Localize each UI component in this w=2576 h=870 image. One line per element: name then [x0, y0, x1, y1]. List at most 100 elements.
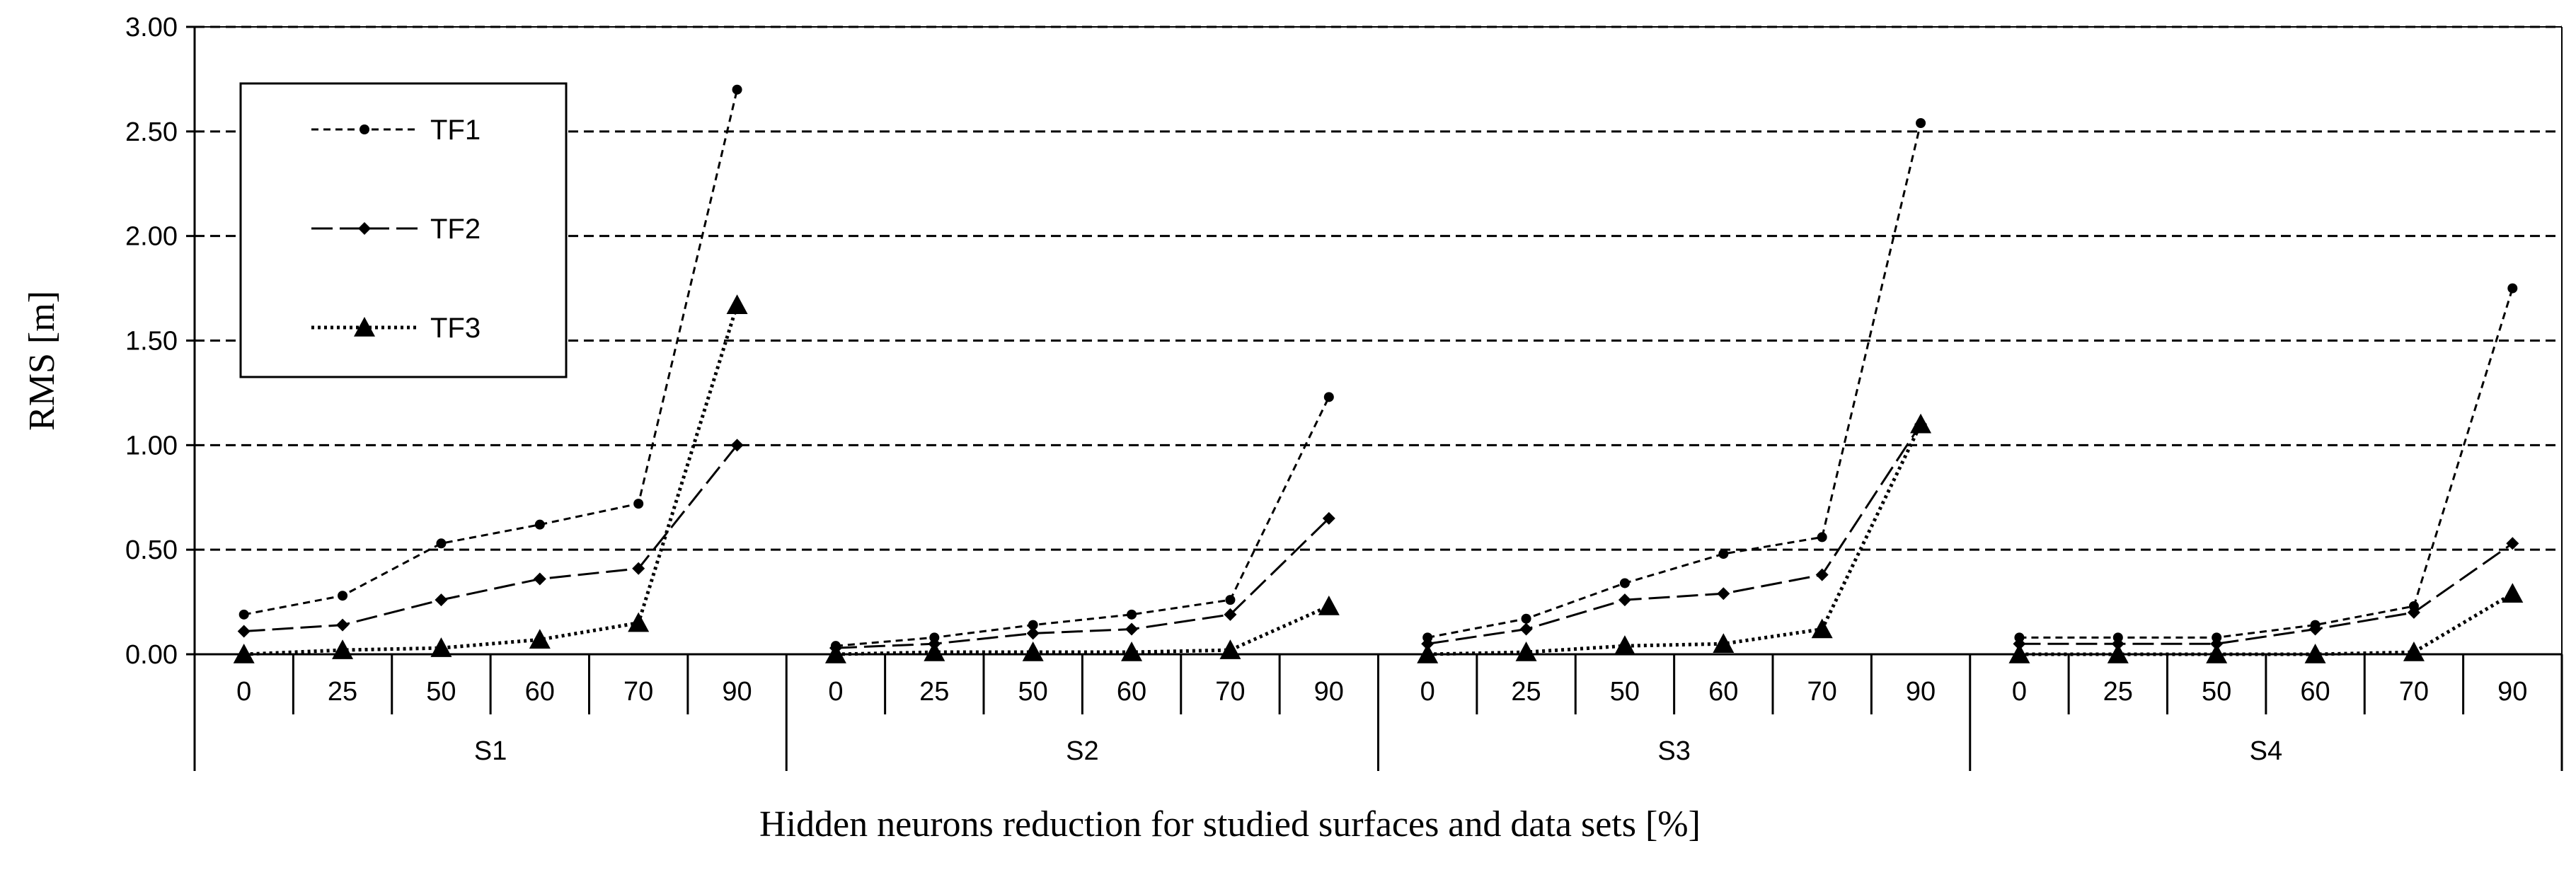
legend-label: TF1	[430, 115, 481, 146]
x-category-label: 25	[919, 677, 949, 707]
x-group-label: S1	[474, 736, 507, 766]
x-category-label: 70	[2399, 677, 2429, 707]
data-point	[2308, 622, 2322, 636]
data-point	[238, 609, 249, 620]
data-point	[1619, 578, 1630, 588]
data-point	[2304, 644, 2326, 663]
x-category-label: 0	[236, 677, 251, 707]
data-point	[430, 637, 452, 657]
x-category-label: 0	[2012, 677, 2027, 707]
x-category-label: 90	[1314, 677, 1344, 707]
series-line	[835, 396, 1330, 647]
x-category-label: 60	[2300, 677, 2330, 707]
series-line	[243, 444, 738, 632]
data-point	[1519, 622, 1533, 636]
legend-label: TF3	[430, 313, 481, 344]
x-tick-labels: 0 25 50 60 70 90 S1 0 25 50 60 70 90 S2 0 25 50 60 70 90 S3 0…	[236, 677, 2527, 766]
data-point	[1028, 620, 1038, 630]
data-point	[2403, 642, 2425, 661]
data-point	[534, 519, 545, 530]
data-point	[1022, 642, 1044, 661]
data-point	[332, 639, 354, 659]
x-category-label: 70	[623, 677, 653, 707]
data-point	[435, 593, 448, 607]
data-point	[1614, 635, 1635, 655]
series-line	[2019, 288, 2514, 639]
y-axis-title: RMS [m]	[22, 291, 62, 431]
x-group-label: S3	[1657, 736, 1690, 766]
series-line	[2019, 592, 2514, 656]
data-point	[2107, 644, 2129, 663]
y-tick-label: 0.00	[125, 640, 178, 670]
data-point	[633, 499, 644, 509]
data-point	[1515, 642, 1537, 661]
series	[233, 84, 2524, 663]
data-point	[1127, 609, 1137, 620]
x-category-label: 70	[1215, 677, 1245, 707]
x-category-label: 0	[1420, 677, 1435, 707]
series-line	[1427, 423, 1922, 645]
x-category-label: 90	[1906, 677, 1936, 707]
data-point	[338, 591, 348, 601]
series-line	[835, 517, 1330, 649]
data-point	[2502, 583, 2524, 603]
series-line	[1427, 122, 1922, 639]
y-tick-labels: 0.00 0.50 1.00 1.50 2.00 2.50 3.00	[125, 13, 178, 670]
data-point	[632, 562, 645, 575]
data-point	[2507, 283, 2518, 294]
y-tick-label: 2.00	[125, 222, 178, 252]
data-point	[1717, 587, 1730, 601]
series-tf3	[233, 294, 2524, 663]
x-category-label: 60	[525, 677, 555, 707]
y-tick-label: 2.50	[125, 117, 178, 147]
x-axis-title: Hidden neurons reduction for studied sur…	[759, 804, 1701, 845]
x-category-label: 50	[2202, 677, 2231, 707]
legend-label: TF2	[430, 214, 481, 245]
legend-marker	[358, 222, 371, 235]
data-point	[1718, 549, 1729, 559]
data-point	[1219, 639, 1241, 659]
x-category-label: 25	[328, 677, 357, 707]
data-point	[1910, 413, 1932, 434]
data-point	[1815, 568, 1829, 581]
x-group-label: S4	[2250, 736, 2282, 766]
data-point	[1618, 593, 1631, 607]
y-tick-label: 3.00	[125, 13, 178, 42]
data-point	[436, 538, 447, 549]
data-point	[1323, 392, 1334, 402]
data-point	[2407, 605, 2420, 619]
x-category-label: 90	[2497, 677, 2527, 707]
x-category-label: 25	[1511, 677, 1541, 707]
data-point	[2206, 644, 2228, 663]
series-line	[1427, 423, 1923, 656]
x-category-label: 70	[1807, 677, 1837, 707]
legend-box	[239, 82, 568, 378]
data-point	[1916, 118, 1926, 129]
data-point	[1318, 595, 1340, 615]
data-point	[233, 644, 255, 663]
data-point	[533, 572, 546, 586]
x-category-label: 0	[828, 677, 843, 707]
data-point	[2008, 644, 2030, 663]
legend-marker	[360, 124, 369, 134]
data-point	[2506, 537, 2519, 550]
data-point	[1811, 618, 1833, 639]
data-point	[1322, 511, 1335, 525]
data-point	[1817, 532, 1827, 543]
x-category-label: 50	[1018, 677, 1048, 707]
series-line	[2019, 543, 2514, 645]
data-point	[529, 629, 551, 649]
data-point	[1225, 595, 1236, 605]
data-point	[336, 618, 350, 632]
data-point	[1417, 644, 1439, 663]
x-category-label: 60	[1708, 677, 1738, 707]
series-line	[243, 89, 739, 616]
y-tick-label: 1.00	[125, 431, 178, 460]
x-category-label: 50	[1610, 677, 1640, 707]
data-point	[628, 612, 650, 632]
data-point	[726, 294, 748, 314]
series-tf2	[237, 417, 2519, 655]
legend: TF1 TF2 TF3	[239, 82, 568, 378]
data-point	[730, 439, 744, 452]
